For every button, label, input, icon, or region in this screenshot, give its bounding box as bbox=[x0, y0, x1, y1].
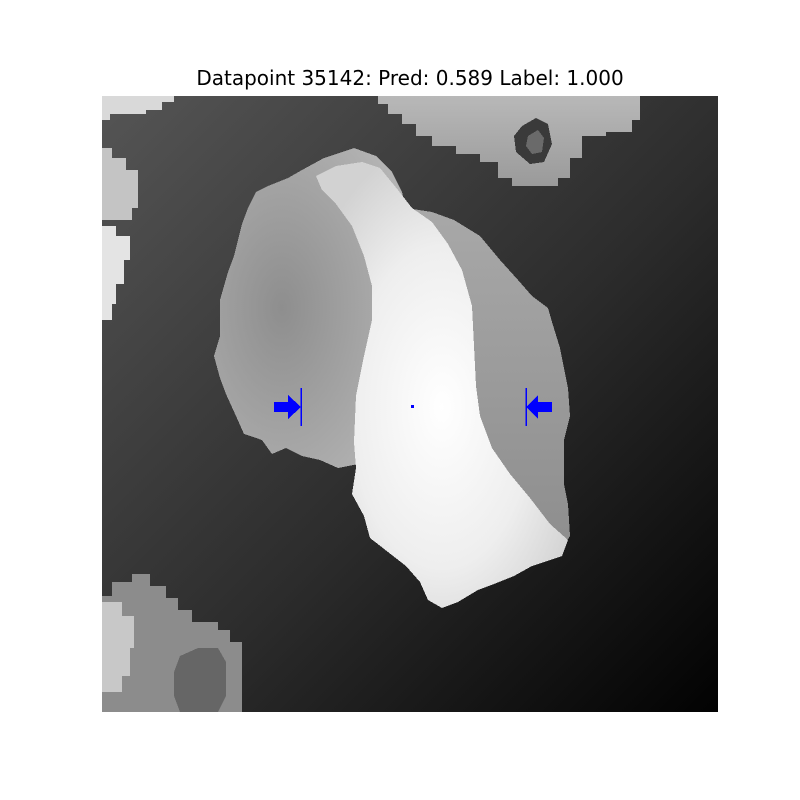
left-arrow-icon bbox=[274, 395, 301, 419]
left-edge-object-upper bbox=[102, 148, 138, 220]
top-right-object bbox=[378, 96, 640, 186]
top-left-object bbox=[102, 96, 174, 120]
center-point bbox=[411, 405, 414, 408]
bottom-left-object-light bbox=[102, 602, 134, 692]
annotation-overlay bbox=[274, 388, 552, 426]
depth-image-panel bbox=[102, 96, 718, 712]
bottom-left-object-dark bbox=[174, 648, 226, 712]
depth-image bbox=[102, 96, 718, 712]
right-arrow-icon bbox=[526, 395, 552, 419]
main-object-right-lobe bbox=[406, 208, 570, 546]
left-edge-object-middle bbox=[102, 226, 130, 320]
top-right-hole-inner bbox=[526, 130, 544, 154]
main-object-ridge bbox=[316, 162, 568, 608]
plot-title: Datapoint 35142: Pred: 0.589 Label: 1.00… bbox=[196, 66, 624, 90]
